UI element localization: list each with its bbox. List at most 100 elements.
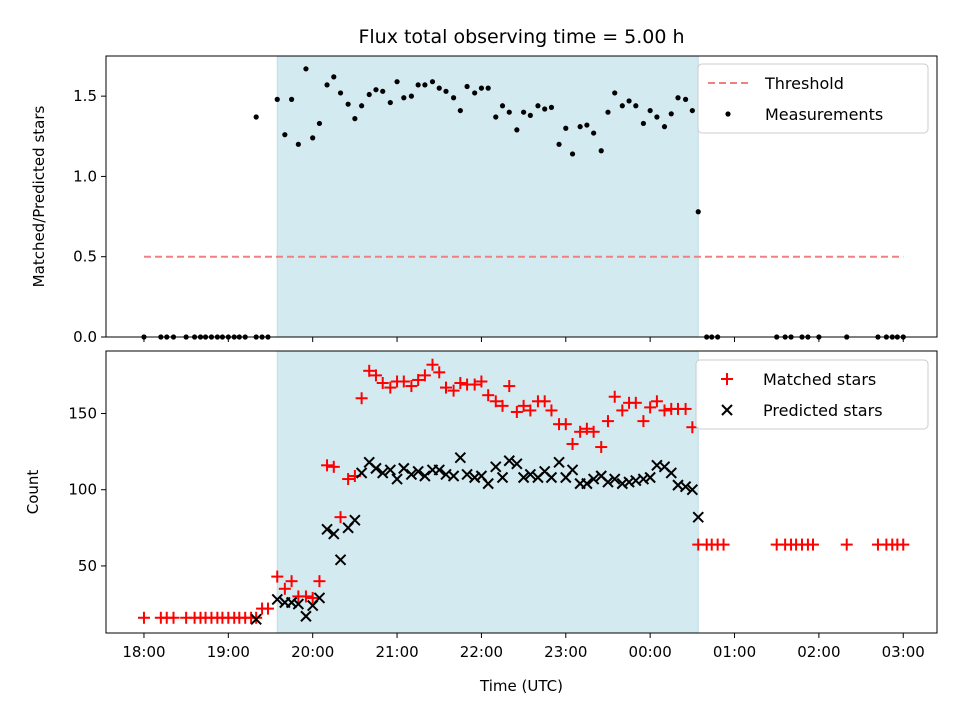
top-y-tick-label: 1.5 — [73, 87, 97, 105]
predicted-star-point-b — [363, 456, 375, 468]
predicted-star-point-b — [447, 470, 460, 482]
matched-star-point — [376, 377, 389, 390]
measurement-point — [506, 109, 512, 115]
x-tick-label: 23:00 — [544, 643, 587, 661]
predicted-star-point-b — [461, 468, 473, 481]
measurement-point — [493, 114, 499, 120]
measurement-point — [605, 109, 611, 115]
predicted-star-point — [433, 464, 445, 476]
predicted-star-point — [349, 514, 361, 526]
predicted-star-point-b — [300, 610, 312, 622]
bottom-axes-frame — [105, 350, 938, 634]
measurement-point — [387, 99, 393, 106]
predicted-star-point — [490, 461, 502, 473]
top-panel: 0.0 0.5 1.0 1.5 Matched/Predicted stars Thres… — [30, 55, 938, 346]
x-tick-label: 18:00 — [122, 643, 165, 661]
predicted-star-point-b — [679, 480, 692, 493]
predicted-star-point-b — [271, 593, 283, 606]
predicted-star-point — [524, 468, 537, 481]
matched-star-point — [679, 402, 692, 415]
predicted-star-point-b — [334, 554, 347, 566]
predicted-star-point — [644, 471, 656, 484]
matched-star-point — [601, 415, 614, 428]
measurement-point — [274, 96, 280, 102]
predicted-star-point-b — [377, 467, 389, 479]
x-tick-label: 19:00 — [207, 643, 250, 661]
matched-star-point — [418, 369, 431, 382]
predicted-star-point-b — [517, 471, 530, 484]
matched-star-point — [496, 399, 509, 412]
matched-star-point — [629, 396, 642, 409]
predicted-star-point-b — [419, 470, 431, 482]
predicted-star-point-b — [658, 461, 671, 473]
predicted-star-point-b — [313, 592, 326, 604]
matched-star-point — [644, 401, 657, 414]
measurement-point — [485, 85, 491, 91]
measurement-point — [689, 107, 695, 114]
matched-star-point — [271, 570, 284, 583]
predicted-star-point-b — [412, 465, 424, 478]
predicted-star-point — [447, 470, 460, 482]
predicted-star-point-b — [490, 461, 502, 473]
matched-star-point — [717, 538, 730, 551]
matched-star-point — [278, 582, 291, 595]
matched-star-point — [426, 358, 439, 371]
matched-star-point — [433, 366, 446, 379]
predicted-star-point — [334, 554, 347, 566]
matched-star-point — [412, 373, 425, 386]
predicted-star-point-b — [511, 458, 523, 470]
predicted-star-point — [545, 471, 558, 484]
measurement-point — [556, 141, 562, 147]
top-observing-span — [276, 55, 699, 338]
predicted-star-point — [609, 473, 621, 485]
predicted-star-point-b — [482, 477, 494, 490]
legend-predicted-swatch — [721, 404, 733, 416]
bottom-legend-box — [695, 359, 929, 430]
matched-star-point — [489, 395, 502, 408]
measurement-point — [450, 95, 457, 101]
measurement-point — [548, 104, 555, 110]
x-tick-label: 00:00 — [629, 643, 672, 661]
measurement-point — [289, 96, 295, 102]
top-legend: Threshold Measurements — [697, 63, 929, 134]
predicted-star-point-b — [292, 598, 305, 610]
predicted-star-point — [370, 462, 382, 475]
predicted-star-point-b — [475, 470, 488, 482]
predicted-star-point-b — [630, 474, 642, 487]
predicted-star-point-b — [321, 523, 333, 536]
top-y-axis-label: Matched/Predicted stars — [30, 106, 48, 288]
bottom-y-tick-label: 150 — [68, 404, 97, 422]
matched-star-point — [313, 575, 326, 588]
measurement-point — [527, 112, 533, 119]
chart-title: Flux total observing time = 5.00 h — [358, 26, 684, 48]
predicted-star-point — [553, 456, 565, 468]
predicted-star-point-b — [398, 462, 410, 475]
predicted-star-point-b — [616, 477, 629, 490]
matched-star-point — [439, 381, 452, 394]
matched-star-point — [363, 364, 376, 377]
matched-star-point — [517, 399, 530, 412]
predicted-star-point — [454, 451, 467, 464]
matched-star-point — [524, 404, 537, 417]
predicted-star-point — [419, 470, 431, 482]
predicted-star-point — [623, 476, 635, 488]
matched-star-point — [587, 425, 600, 438]
predicted-star-point-b — [370, 462, 382, 475]
measurement-point — [569, 151, 576, 157]
predicted-star-point-b — [553, 456, 565, 468]
legend-predicted-label: Predicted stars — [763, 401, 883, 420]
legend-measurements-label: Measurements — [765, 105, 883, 124]
predicted-star-point-b — [496, 471, 509, 484]
matched-star-point — [299, 590, 312, 603]
measurement-point — [408, 93, 415, 99]
x-tick-label: 22:00 — [460, 643, 503, 661]
predicted-star-point — [405, 468, 418, 481]
matched-star-point — [580, 422, 593, 435]
measurement-point — [316, 120, 323, 127]
measurement-point — [563, 125, 569, 131]
matched-star-point — [559, 418, 572, 431]
measurement-point — [422, 82, 428, 88]
measurement-point — [366, 91, 372, 98]
measurement-point — [598, 148, 604, 154]
legend-threshold-label: Threshold — [764, 74, 844, 93]
